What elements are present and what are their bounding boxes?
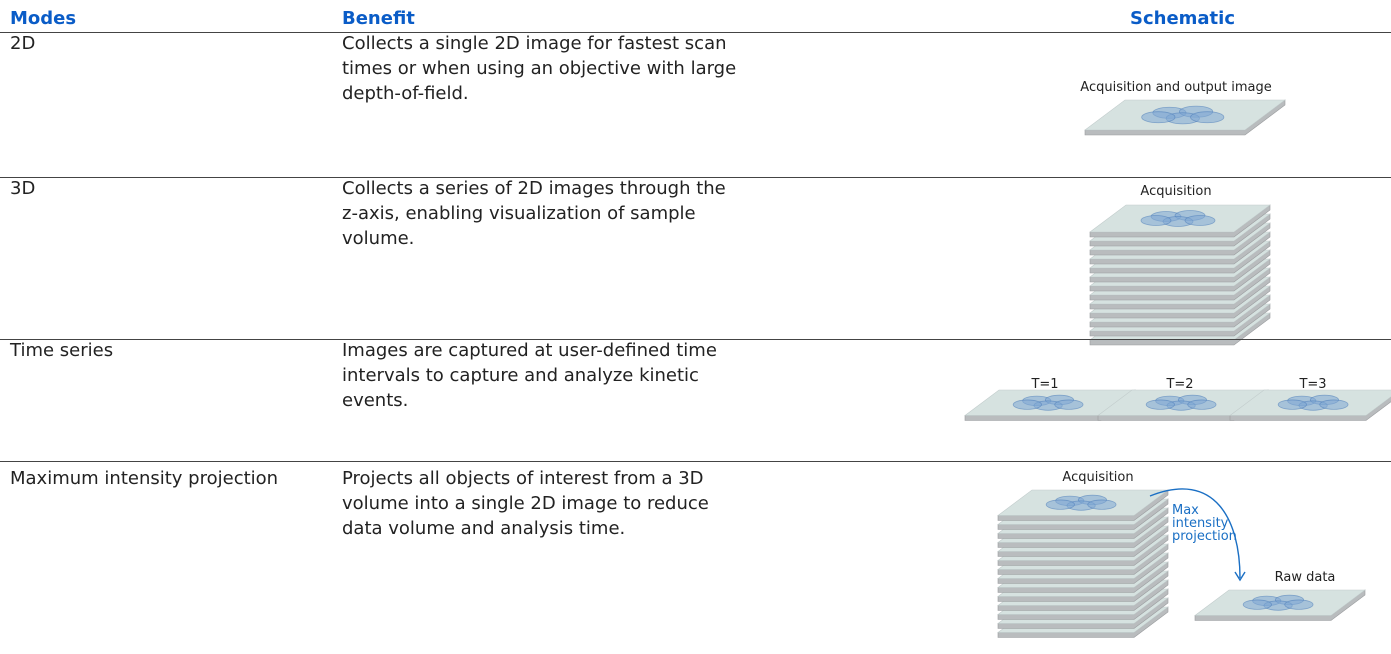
row-rule: [0, 177, 1391, 178]
cell: [1187, 399, 1217, 410]
arrow: [1149, 488, 1241, 579]
schematic-label: T=3: [1299, 377, 1327, 392]
mode: 3D: [10, 178, 36, 199]
arrow-label: Max intensity projection: [1172, 503, 1237, 544]
header-modes: Modes: [10, 8, 77, 29]
cell: [1054, 399, 1084, 410]
cell: [1284, 599, 1314, 610]
cell: [1190, 111, 1225, 124]
schematic-label: Acquisition and output image: [1080, 80, 1272, 95]
cell: [1184, 215, 1216, 226]
mode: 2D: [10, 33, 36, 54]
cell: [1242, 599, 1272, 610]
cell: [1045, 499, 1075, 510]
cell: [1141, 111, 1176, 124]
benefit: Projects all objects of interest from a …: [342, 468, 709, 539]
schematic-label: T=1: [1031, 377, 1059, 392]
arrow-head: [1234, 571, 1246, 582]
row-rule: [0, 339, 1391, 340]
benefit: Collects a single 2D image for fastest s…: [342, 33, 737, 104]
header-schematic: Schematic: [1130, 8, 1236, 29]
cell: [1140, 215, 1172, 226]
mode: Time series: [10, 340, 114, 361]
benefit: Images are captured at user-defined time…: [342, 340, 717, 411]
schematic-label: Acquisition: [1140, 184, 1212, 199]
row-rule: [0, 461, 1391, 462]
schematic-label: Acquisition: [1062, 470, 1134, 485]
benefit: Collects a series of 2D images through t…: [342, 178, 726, 249]
cell: [1087, 499, 1117, 510]
cell: [1145, 399, 1175, 410]
schematic-label: T=2: [1166, 377, 1194, 392]
schematic-label: Raw data: [1274, 570, 1336, 585]
header-rule: [0, 32, 1391, 33]
cell: [1319, 399, 1349, 410]
cell: [1012, 399, 1042, 410]
cell: [1277, 399, 1307, 410]
mode: Maximum intensity projection: [10, 468, 279, 489]
header-benefit: Benefit: [342, 8, 415, 29]
